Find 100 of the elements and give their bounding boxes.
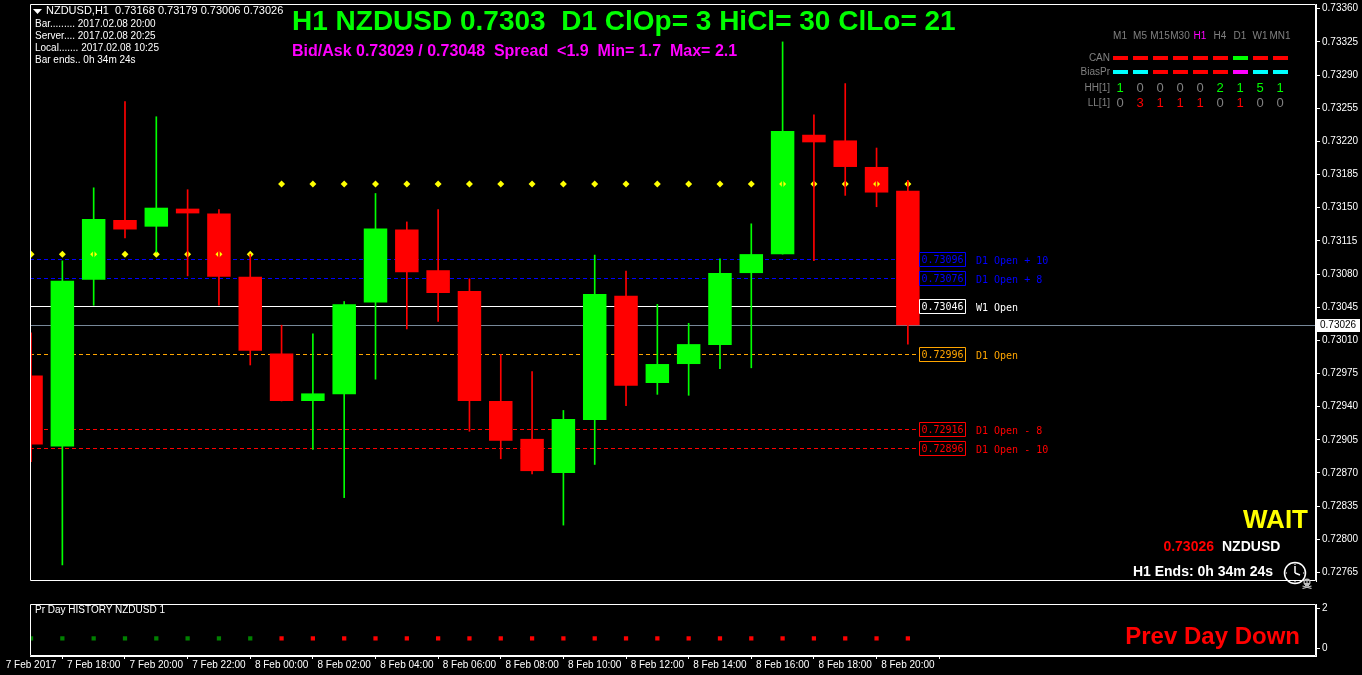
candlestick [207,209,231,306]
annotation: 0 [1136,79,1144,95]
annotation: LL[1] [1087,96,1111,108]
y-tick-label: 0.73080 [1322,267,1359,279]
y-tick-label: 0.73325 [1322,35,1359,47]
y-tick-label: 0 [1322,642,1328,654]
y-tick-label: 0.73290 [1322,68,1359,80]
y-tick-label: 0.73150 [1322,201,1359,213]
candlestick [81,187,106,306]
annotation: D1 [1233,29,1247,41]
candlestick [833,83,857,196]
ref-line-label: D1 Open [976,350,1019,362]
ref-line-label: D1 Open + 8 [976,274,1043,286]
annotation: NZDUSD [1222,537,1281,554]
ref-line-label: D1 Open - 10 [976,444,1049,456]
annotation: Bar ends.. 0h 34m 24s [35,53,136,65]
text: 0.73026 [1320,319,1357,331]
y-tick-label: 0.73010 [1322,334,1359,346]
annotation: 0 [1276,94,1284,110]
annotation: W1 [1252,29,1268,41]
ref-line-label: D1 Open - 8 [976,425,1043,437]
y-tick-label: 0.73360 [1322,2,1359,14]
annotation: 0 [1156,79,1164,95]
x-tick-label: 7 Feb 20:00 [129,658,184,670]
annotation: 0 [1216,94,1224,110]
annotation: WAIT [1243,504,1309,535]
y-tick-label: 0.73255 [1322,101,1359,113]
annotation: M5 [1133,29,1148,41]
annotation: 0.72996 [921,348,964,360]
y-tick-label: 0.72940 [1322,400,1359,412]
y-tick-label: 0.72800 [1322,533,1359,545]
chart-title: NZDUSD,H1 0.73168 0.73179 0.73006 0.73026 [46,4,284,17]
y-tick-label: 0.72905 [1322,433,1359,445]
x-tick-label: 7 Feb 2017 [5,658,57,670]
annotation: 0.72896 [921,442,964,454]
annotation: 0.73096 [921,253,964,265]
candlestick [426,209,450,322]
x-tick-label: 8 Feb 08:00 [505,658,560,670]
annotation: 1 [1116,79,1124,95]
y-tick-label: 0.73220 [1322,135,1359,147]
annotation: 0 [1116,94,1124,110]
annotation: 1 [1236,79,1244,95]
x-tick-label: 8 Feb 20:00 [881,658,935,670]
annotation: 2 [1216,79,1224,95]
annotation: 3 [1136,94,1144,110]
annotation: 0.72916 [921,423,964,435]
annotation: 1 [1236,94,1244,110]
candlestick [395,221,419,330]
x-tick-label: 8 Feb 02:00 [317,658,372,670]
annotation: 1 [1276,79,1284,95]
candlestick [739,223,764,369]
x-tick-label: 8 Feb 14:00 [693,658,748,670]
annotation: 1 [1176,94,1184,110]
annotation: 1 [1196,94,1204,110]
y-tick-label: 0.72835 [1322,499,1359,511]
x-tick-label: 8 Feb 18:00 [818,658,873,670]
annotation: H1 Ends: 0h 34m 24s [1132,562,1274,579]
candlestick [332,301,356,498]
y-tick-label: 0.72870 [1322,466,1359,478]
x-tick-label: 8 Feb 00:00 [254,658,309,670]
annotation: CAN [1088,51,1110,63]
x-tick-label: 8 Feb 04:00 [380,658,434,670]
candlestick [614,270,638,407]
annotation: 5 [1256,79,1264,95]
annotation: M1 [1113,29,1128,41]
x-tick-label: 8 Feb 06:00 [442,658,497,670]
annotation: 0 [1256,94,1264,110]
annotation: BiasPr [1080,65,1111,77]
annotation: 1 [1156,94,1164,110]
x-tick-label: 8 Feb 12:00 [630,658,685,670]
annotation: Bid/Ask 0.73029 / 0.73048 Spread <1.9 Min= 1.7 Max= 2.1 [292,42,738,60]
candlestick [238,253,262,366]
annotation: 0.73076 [921,272,964,284]
y-tick-label: 0.73185 [1322,168,1359,180]
chart-title: Pr Day HISTORY NZDUSD 1 [35,603,166,615]
annotation: M30 [1170,29,1191,41]
annotation: H1 [1193,29,1207,41]
candlestick [301,333,325,450]
ref-line-label: D1 Open + 10 [976,255,1049,267]
annotation: 0 [1196,79,1204,95]
annotation: 0 [1176,79,1184,95]
annotation: Local....... 2017.02.08 10:25 [35,41,160,53]
annotation: HH[1] [1084,81,1111,93]
y-tick-label: 0.72765 [1322,566,1359,578]
annotation: Bar......... 2017.02.08 20:00 [35,17,157,29]
annotation: MN1 [1269,29,1291,41]
y-tick-label: 2 [1322,602,1328,614]
x-tick-label: 8 Feb 16:00 [755,658,810,670]
x-tick-label: 8 Feb 10:00 [568,658,622,670]
ref-line-label: W1 Open [976,302,1019,314]
annotation: Prev Day Down [1125,621,1300,649]
chart-subtitle: H1 NZDUSD 0.7303 D1 ClOp= 3 HiCl= 30 ClLo= 21 [292,4,956,36]
annotation: Server.... 2017.02.08 20:25 [35,29,157,41]
annotation: 0.73046 [921,300,964,312]
candlestick [708,258,732,370]
x-tick-label: 7 Feb 18:00 [66,658,121,670]
x-tick-label: 7 Feb 22:00 [192,658,247,670]
annotation: M15 [1150,29,1171,41]
y-tick-label: 0.72975 [1322,367,1359,379]
annotation: 0.73026 [1163,537,1215,554]
